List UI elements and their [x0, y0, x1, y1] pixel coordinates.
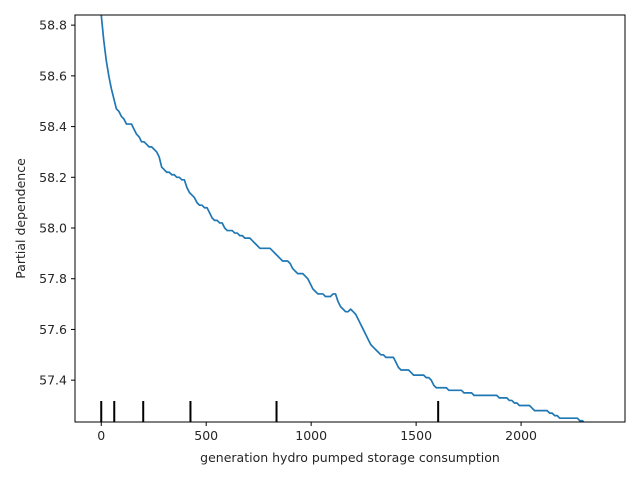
y-tick-label-1: 57.6 — [39, 322, 67, 337]
x-tick-label-0: 0 — [97, 428, 105, 443]
partial-dependence-line — [100, 15, 585, 422]
x-axis: 0 500 1000 1500 2000 — [97, 422, 537, 443]
y-tick-label-4: 58.2 — [39, 170, 67, 185]
decile-rug — [100, 401, 440, 422]
x-tick-label-3: 1500 — [400, 428, 432, 443]
y-axis: 57.4 57.6 57.8 58.0 58.2 58.4 58.6 58.8 — [39, 18, 75, 388]
plot-frame — [74, 14, 626, 423]
y-tick-label-6: 58.6 — [39, 68, 67, 83]
x-axis-label: generation hydro pumped storage consumpt… — [200, 450, 500, 465]
y-tick-label-3: 58.0 — [39, 221, 67, 236]
y-tick-label-2: 57.8 — [39, 271, 67, 286]
x-tick-label-2: 1000 — [295, 428, 327, 443]
x-tick-label-1: 500 — [194, 428, 218, 443]
y-tick-label-5: 58.4 — [39, 119, 67, 134]
y-tick-label-0: 57.4 — [39, 373, 67, 388]
y-axis-label: Partial dependence — [13, 158, 28, 279]
x-tick-label-4: 2000 — [505, 428, 537, 443]
y-tick-label-7: 58.8 — [39, 18, 67, 33]
